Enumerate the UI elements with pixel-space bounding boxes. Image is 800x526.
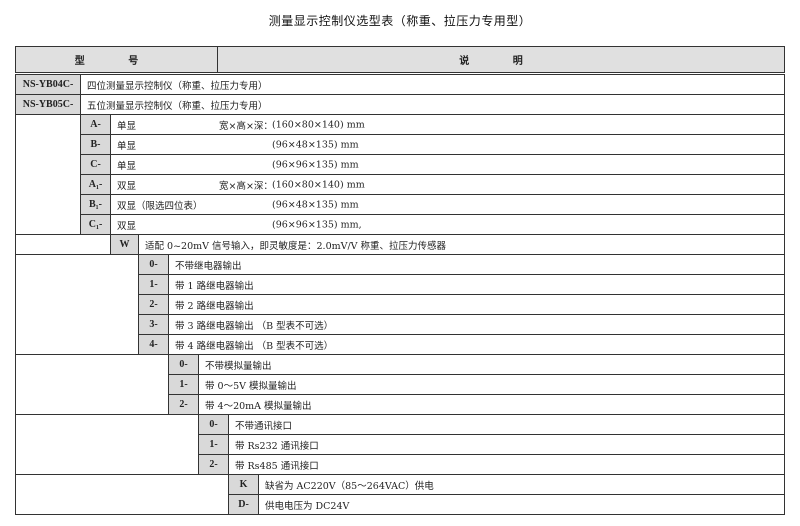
- display-option-code: A-: [80, 114, 111, 135]
- display-option-code: B-: [80, 134, 111, 155]
- analog-option-description: 不带模拟量输出: [205, 360, 272, 372]
- relay-option-row: 带 3 路继电器输出 （B 型表不可选）: [168, 314, 785, 335]
- dimensions-value: (96×96×135) mm,: [272, 219, 362, 230]
- display-option-code: A₁-: [80, 174, 111, 195]
- power-group-spacer: [15, 474, 229, 515]
- dimensions-value: (96×48×135) mm: [272, 139, 359, 150]
- comm-option-description: 不带通讯接口: [235, 420, 293, 432]
- analog-group-spacer: [15, 354, 169, 415]
- comm-option-row: 不带通讯接口: [228, 414, 785, 435]
- input-option-description: 适配 0~20mV 信号输入，即灵敏度是：2.0mV/V 称重、拉压力传感器: [145, 240, 447, 252]
- comm-option-row: 带 Rs485 通讯接口: [228, 454, 785, 475]
- relay-option-description: 带 3 路继电器输出 （B 型表不可选）: [175, 320, 334, 332]
- relay-option-description: 不带继电器输出: [175, 260, 242, 272]
- relay-option-row: 带 1 路继电器输出: [168, 274, 785, 295]
- dimensions-value: (96×48×135) mm: [272, 199, 359, 210]
- display-option-description: 单显: [117, 160, 137, 172]
- comm-option-description: 带 Rs485 通讯接口: [235, 460, 319, 472]
- display-option-code: C-: [80, 154, 111, 175]
- analog-option-code: 1-: [168, 374, 199, 395]
- analog-option-row: 带 0～5V 模拟量输出: [198, 374, 785, 395]
- page-title: 测量显示控制仪选型表（称重、拉压力专用型）: [268, 14, 532, 28]
- analog-option-row: 不带模拟量输出: [198, 354, 785, 375]
- relay-option-row: 不带继电器输出: [168, 254, 785, 275]
- power-option-row: 缺省为 AC220V（85～264VAC）供电: [258, 474, 785, 495]
- display-option-code: C₁-: [80, 214, 111, 235]
- relay-option-description: 带 4 路继电器输出 （B 型表不可选）: [175, 340, 334, 352]
- display-option-description: 双显（限选四位表）: [117, 200, 203, 212]
- power-option-description: 缺省为 AC220V（85～264VAC）供电: [265, 480, 434, 492]
- comm-option-code: 0-: [198, 414, 229, 435]
- input-option-row: 适配 0~20mV 信号输入，即灵敏度是：2.0mV/V 称重、拉压力传感器: [138, 234, 785, 255]
- display-option-row: 单显 (96×48×135) mm: [110, 134, 785, 155]
- relay-option-description: 带 2 路继电器输出: [175, 300, 254, 312]
- relay-option-row: 带 4 路继电器输出 （B 型表不可选）: [168, 334, 785, 355]
- comm-group-spacer: [15, 414, 199, 475]
- power-option-code: K: [228, 474, 259, 495]
- selection-table: 型 号 说 明 NS-YB04C- 四位测量显示控制仪（称重、拉压力专用） NS-Y…: [15, 46, 785, 516]
- comm-option-code: 1-: [198, 434, 229, 455]
- dimensions-value: (96×96×135) mm: [272, 159, 359, 170]
- relay-option-code: 1-: [138, 274, 169, 295]
- series-code: NS-YB04C-: [15, 74, 81, 95]
- dimensions-label: 宽×高×深：: [219, 120, 273, 132]
- dimensions-label: 宽×高×深：: [219, 180, 273, 192]
- dimensions-value: (160×80×140) mm: [272, 119, 365, 130]
- analog-option-row: 带 4～20mA 模拟量输出: [198, 394, 785, 415]
- relay-group-spacer: [15, 254, 139, 355]
- power-option-row: 供电电压为 DC24V: [258, 494, 785, 515]
- display-option-description: 双显: [117, 220, 137, 232]
- display-option-code: B₁-: [80, 194, 111, 215]
- input-option-code: W: [110, 234, 139, 255]
- header-model: 型 号: [15, 46, 218, 73]
- analog-option-description: 带 4～20mA 模拟量输出: [205, 400, 312, 412]
- relay-option-code: 2-: [138, 294, 169, 315]
- power-option-code: D-: [228, 494, 259, 515]
- series-code: NS-YB05C-: [15, 94, 81, 115]
- display-option-description: 双显: [117, 180, 137, 192]
- display-option-row: 单显 (96×96×135) mm: [110, 154, 785, 175]
- display-option-row: 双显 (96×96×135) mm,: [110, 214, 785, 235]
- series-description: 五位测量显示控制仪（称重、拉压力专用）: [80, 94, 785, 115]
- display-option-row: 双显 宽×高×深： (160×80×140) mm: [110, 174, 785, 195]
- series-description: 四位测量显示控制仪（称重、拉压力专用）: [80, 74, 785, 95]
- display-option-description: 单显: [117, 140, 137, 152]
- relay-option-code: 0-: [138, 254, 169, 275]
- dimensions-value: (160×80×140) mm: [272, 179, 365, 190]
- header-description: 说 明: [217, 46, 785, 73]
- display-option-row: 单显 宽×高×深： (160×80×140) mm: [110, 114, 785, 135]
- analog-option-description: 带 0～5V 模拟量输出: [205, 380, 297, 392]
- relay-option-code: 3-: [138, 314, 169, 335]
- comm-option-row: 带 Rs232 通讯接口: [228, 434, 785, 455]
- analog-option-code: 2-: [168, 394, 199, 415]
- comm-option-code: 2-: [198, 454, 229, 475]
- display-option-row: 双显（限选四位表） (96×48×135) mm: [110, 194, 785, 215]
- display-option-description: 单显: [117, 120, 137, 132]
- analog-option-code: 0-: [168, 354, 199, 375]
- power-option-description: 供电电压为 DC24V: [265, 500, 350, 512]
- relay-option-description: 带 1 路继电器输出: [175, 280, 254, 292]
- input-group-spacer: [15, 234, 111, 255]
- comm-option-description: 带 Rs232 通讯接口: [235, 440, 319, 452]
- display-group-spacer: [15, 114, 81, 235]
- relay-option-row: 带 2 路继电器输出: [168, 294, 785, 315]
- relay-option-code: 4-: [138, 334, 169, 355]
